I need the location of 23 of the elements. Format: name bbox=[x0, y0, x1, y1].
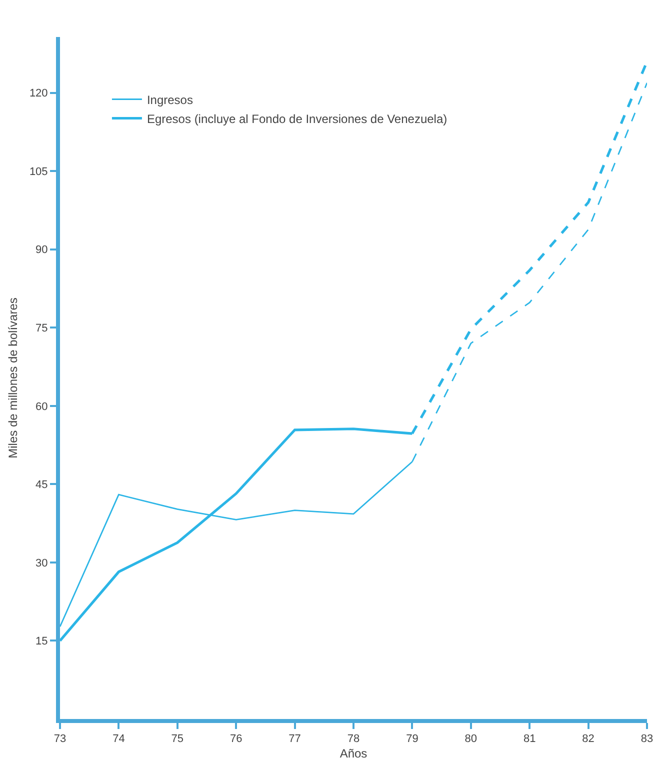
y-tick-label: 105 bbox=[29, 166, 48, 178]
x-tick-label: 81 bbox=[523, 733, 536, 746]
y-tick-label: 90 bbox=[36, 244, 48, 256]
x-tick-label: 80 bbox=[464, 733, 478, 746]
x-tick-label: 82 bbox=[582, 733, 594, 746]
x-tick-label: 78 bbox=[347, 733, 360, 746]
y-tick-label: 120 bbox=[29, 88, 48, 100]
y-tick-label: 75 bbox=[36, 322, 48, 334]
legend-label: Ingresos bbox=[146, 92, 193, 107]
x-axis-title: Años bbox=[340, 746, 368, 761]
x-tick-label: 77 bbox=[288, 733, 301, 746]
x-tick-label: 79 bbox=[406, 733, 418, 746]
y-tick-label: 15 bbox=[36, 636, 48, 648]
legend-label: Egresos (incluye al Fondo de Inversiones de Venezuela) bbox=[146, 112, 448, 126]
y-tick-label: 45 bbox=[36, 479, 48, 492]
x-tick-label: 75 bbox=[171, 733, 184, 746]
y-tick-label: 30 bbox=[36, 557, 48, 570]
y-axis-title: Miles de millones de bolívares bbox=[6, 298, 20, 458]
x-tick-label: 74 bbox=[112, 733, 125, 746]
x-tick-label: 83 bbox=[640, 733, 654, 746]
y-tick-label: 60 bbox=[36, 400, 48, 413]
x-tick-label: 76 bbox=[230, 733, 242, 746]
x-tick-label: 73 bbox=[54, 733, 66, 746]
